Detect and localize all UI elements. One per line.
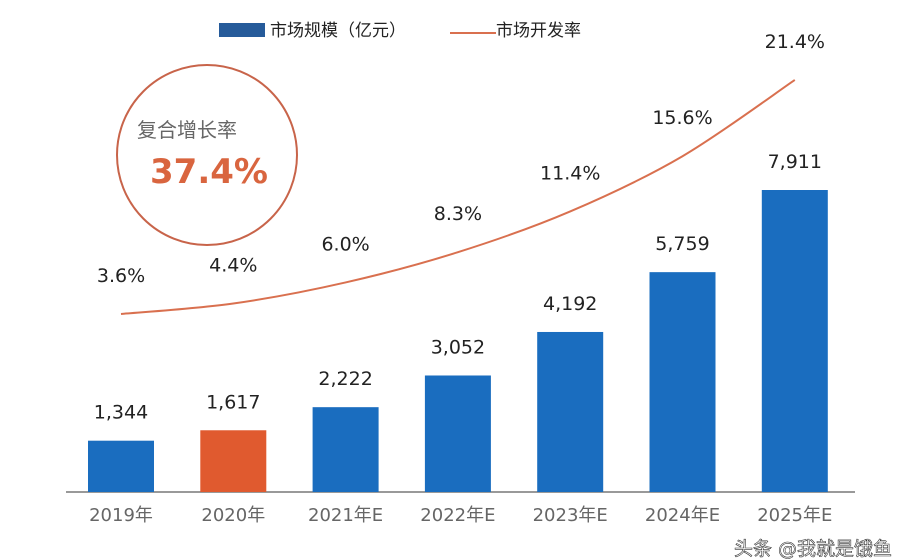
x-tick-label: 2025年E <box>757 505 832 526</box>
cagr-circle <box>116 64 298 246</box>
x-tick-label: 2021年E <box>308 505 383 526</box>
x-tick-label: 2020年 <box>201 505 265 526</box>
bar-value-label: 7,911 <box>768 151 822 173</box>
legend-line-label: 市场开发率 <box>496 21 581 41</box>
bar <box>312 407 379 492</box>
rate-value-label: 3.6% <box>97 265 145 287</box>
legend-bar-swatch <box>219 23 265 37</box>
bar <box>537 331 604 492</box>
bar <box>649 272 716 492</box>
bar-value-label: 4,192 <box>543 293 597 315</box>
bar <box>424 375 491 492</box>
x-tick-label: 2019年 <box>89 505 153 526</box>
rate-value-label: 6.0% <box>321 233 369 255</box>
rate-value-label: 4.4% <box>209 254 257 276</box>
rate-value-label: 15.6% <box>652 107 712 129</box>
x-tick-label: 2022年E <box>420 505 495 526</box>
cagr-value: 37.4% <box>150 152 268 192</box>
cagr-label: 复合增长率 <box>137 118 237 142</box>
bar <box>200 430 267 492</box>
bar <box>761 190 828 492</box>
rate-value-label: 11.4% <box>540 162 600 184</box>
bar-value-label: 1,344 <box>94 402 148 424</box>
x-tick-label: 2024年E <box>645 505 720 526</box>
x-tick-label: 2023年E <box>533 505 608 526</box>
bar <box>88 440 154 492</box>
bar-value-label: 3,052 <box>431 336 485 358</box>
watermark: 头条 @我就是饿鱼 <box>734 538 892 560</box>
rate-line <box>120 79 796 315</box>
rate-value-label: 21.4% <box>765 31 825 53</box>
bar-value-label: 2,222 <box>318 368 372 390</box>
bar-value-label: 1,617 <box>206 391 260 413</box>
bar-value-label: 5,759 <box>655 233 709 255</box>
rate-value-label: 8.3% <box>434 203 482 225</box>
legend-bar-label: 市场规模（亿元） <box>270 21 406 41</box>
